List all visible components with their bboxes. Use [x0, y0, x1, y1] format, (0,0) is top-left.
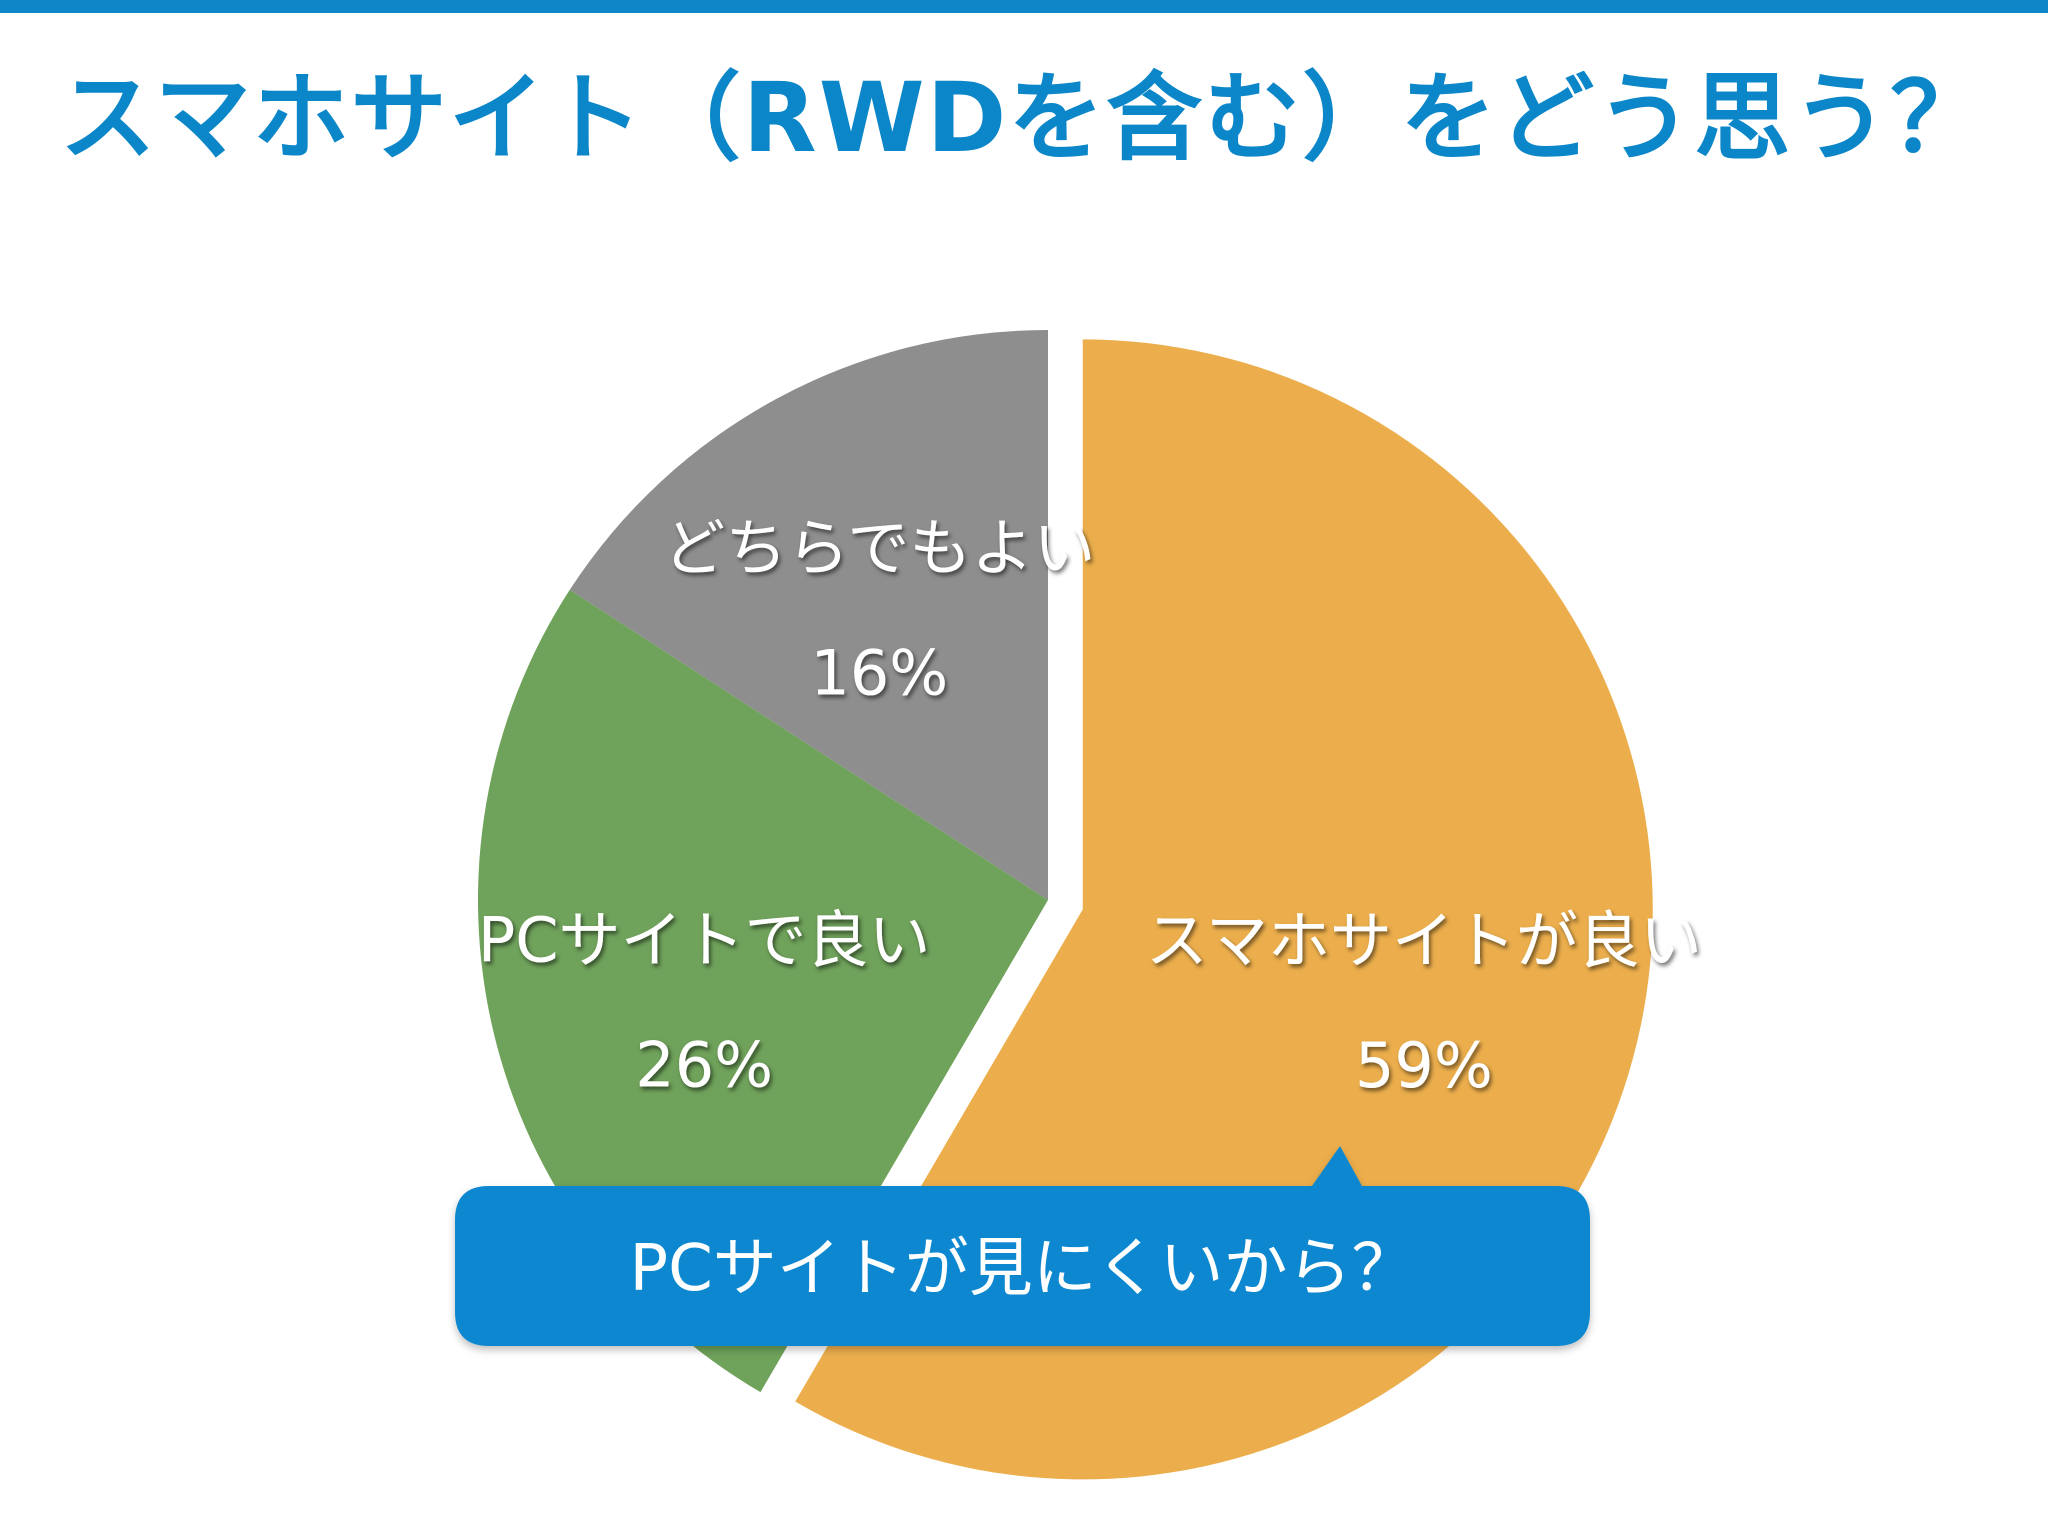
pie-labels: スマホサイトが良い 59% PCサイトで良い 26% どちらでもよい 16%	[478, 511, 1702, 1101]
slice-label-1: スマホサイトが良い	[1146, 904, 1702, 977]
callout-bubble	[455, 1146, 1590, 1346]
slice-value-3: 16%	[810, 636, 948, 709]
callout-text: PCサイトが見にくいから？	[629, 1232, 1415, 1306]
callout: PCサイトが見にくいから？	[455, 1146, 1590, 1346]
slice-value-1: 59%	[1355, 1029, 1493, 1102]
slice-value-2: 26%	[635, 1029, 773, 1102]
slice-label-3: どちらでもよい	[663, 511, 1095, 584]
pie-slice-3	[569, 330, 1048, 900]
top-accent-bar	[0, 0, 2048, 13]
slice-label-2: PCサイトで良い	[478, 904, 931, 977]
slide-title: スマホサイト（RWDを含む）をどう思う？	[59, 62, 1989, 174]
